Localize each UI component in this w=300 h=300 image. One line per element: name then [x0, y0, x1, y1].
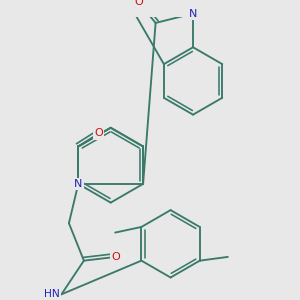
Text: N: N [74, 179, 82, 189]
Text: O: O [134, 0, 143, 7]
Text: O: O [111, 252, 120, 262]
Text: O: O [94, 128, 103, 138]
Text: N: N [189, 9, 197, 19]
Text: HN: HN [44, 289, 60, 299]
